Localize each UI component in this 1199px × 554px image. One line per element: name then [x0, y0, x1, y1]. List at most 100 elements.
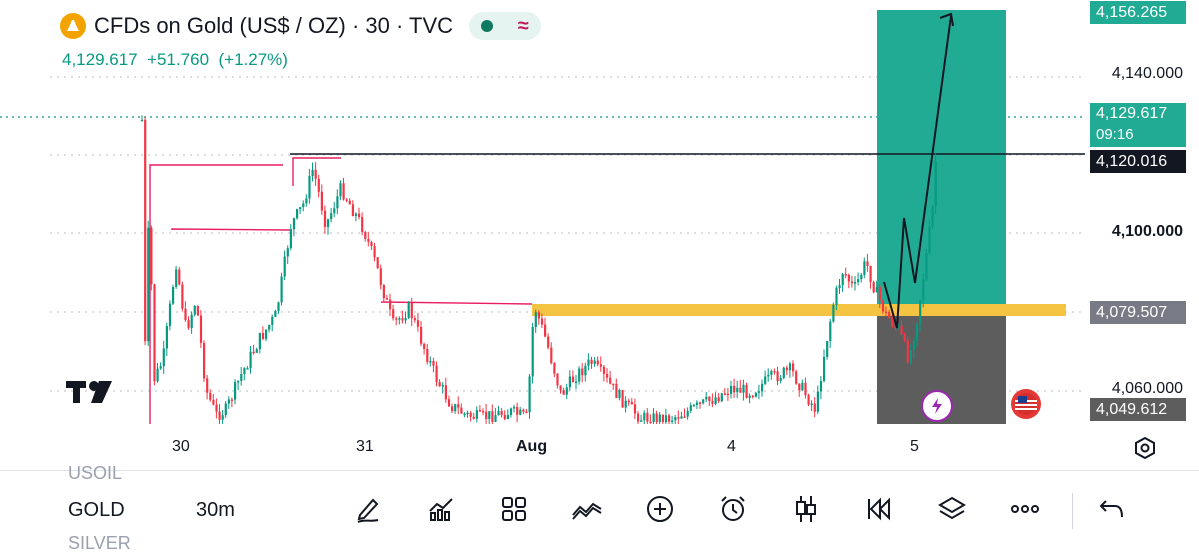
- candle-body: [491, 411, 494, 422]
- current-price-label[interactable]: 4,129.617 09:16: [1090, 103, 1186, 147]
- candle-body: [637, 413, 640, 422]
- candle-body: [878, 287, 881, 301]
- tradingview-logo: [66, 381, 112, 403]
- candle-body: [488, 411, 491, 420]
- candle-body: [503, 415, 506, 420]
- candle-body: [736, 387, 739, 393]
- candle-body: [934, 160, 937, 207]
- candle-body: [894, 325, 897, 328]
- candle-body: [897, 325, 900, 328]
- candle-body: [686, 410, 689, 417]
- candle-body: [159, 366, 162, 369]
- candle-body: [401, 318, 404, 321]
- candle-body: [426, 348, 429, 362]
- candle-body: [584, 365, 587, 376]
- pencil-icon[interactable]: [352, 493, 384, 525]
- candle-body: [705, 396, 708, 400]
- candle-body: [711, 400, 714, 404]
- timeframe-selector[interactable]: 30m: [196, 499, 235, 521]
- candle-body: [230, 399, 234, 401]
- market-status-pill[interactable]: ≈: [469, 12, 542, 40]
- candle-body: [441, 385, 444, 387]
- candle-body: [447, 399, 451, 407]
- candle-body: [376, 257, 379, 269]
- candle-body: [141, 119, 144, 122]
- candle-body: [438, 382, 441, 387]
- candle-body: [770, 370, 773, 375]
- candle-body: [680, 416, 683, 419]
- swing-high-lines[interactable]: [149, 157, 533, 424]
- candle-body: [881, 300, 885, 312]
- candle-body: [810, 403, 813, 406]
- bottom-toolbar: USOIL GOLD SILVER 30m: [0, 463, 1199, 553]
- grid-icon[interactable]: [498, 493, 530, 525]
- candle-body: [249, 351, 252, 369]
- candle-body: [919, 299, 922, 324]
- candle-body: [699, 402, 702, 404]
- candle-body: [823, 356, 826, 382]
- candle-body: [866, 261, 869, 266]
- entry-price-label[interactable]: 4,079.507: [1090, 301, 1186, 324]
- candle-body: [168, 303, 172, 327]
- candle-body: [553, 362, 556, 374]
- candle-body: [829, 321, 832, 342]
- candle-body: [317, 178, 320, 192]
- symbol-header[interactable]: CFDs on Gold (US$ / OZ) · 30 · TVC ≈: [60, 12, 542, 40]
- support-band[interactable]: [532, 304, 1066, 316]
- candle-body: [311, 169, 314, 177]
- candle-body: [885, 311, 888, 314]
- candle-body: [478, 410, 482, 412]
- candle-body: [801, 382, 804, 391]
- candle-body: [299, 207, 302, 210]
- candle-body: [345, 199, 348, 201]
- indicators-icon[interactable]: [571, 493, 603, 525]
- lightning-alert-button[interactable]: [921, 390, 953, 422]
- candle-body: [528, 376, 531, 413]
- candle-body: [612, 383, 615, 386]
- projection-arrow[interactable]: [883, 15, 952, 329]
- candle-body: [547, 336, 550, 348]
- candle-body: [854, 282, 857, 284]
- candle-body: [485, 411, 488, 420]
- us-flag-button[interactable]: [1011, 389, 1041, 419]
- delayed-data-icon: ≈: [517, 14, 529, 37]
- chart-line-icon[interactable]: [425, 493, 457, 525]
- symbol-prev[interactable]: USOIL: [68, 463, 123, 483]
- stop-price-label[interactable]: 4,049.612: [1090, 398, 1186, 421]
- candle-body: [513, 406, 516, 409]
- rewind-icon[interactable]: [863, 493, 895, 525]
- candle-body: [835, 288, 838, 305]
- candle-body: [857, 279, 860, 283]
- candle-body: [320, 191, 323, 211]
- candle-body: [463, 413, 466, 415]
- candle-body: [497, 411, 500, 416]
- candle-body: [519, 409, 522, 415]
- candle-body: [925, 253, 928, 280]
- target-price-label[interactable]: 4,156.265: [1090, 1, 1186, 24]
- undo-icon[interactable]: [1096, 493, 1128, 525]
- candle-body: [506, 414, 509, 420]
- candle-body: [668, 415, 671, 422]
- chart-settings-button[interactable]: [1133, 436, 1157, 460]
- candle-body: [757, 391, 761, 393]
- price-chart[interactable]: [0, 0, 1199, 470]
- resistance-price-label[interactable]: 4,120.016: [1090, 150, 1186, 173]
- candles-icon[interactable]: [790, 493, 822, 525]
- candle-body: [351, 204, 354, 217]
- gold-symbol-icon: [60, 13, 86, 39]
- time-tick: Aug: [516, 438, 548, 455]
- layers-icon[interactable]: [936, 493, 968, 525]
- candle-body: [844, 274, 847, 276]
- candle-body: [454, 404, 457, 412]
- more-icon[interactable]: [1009, 493, 1041, 525]
- candle-body: [655, 413, 658, 422]
- plus-circle-icon[interactable]: [644, 493, 676, 525]
- symbol-current[interactable]: GOLD: [68, 499, 125, 521]
- alarm-icon[interactable]: [717, 493, 749, 525]
- profit-zone[interactable]: [877, 10, 1006, 312]
- candle-body: [392, 309, 395, 319]
- candle-body: [289, 229, 292, 249]
- candle-body: [717, 397, 720, 402]
- symbol-next[interactable]: SILVER: [68, 533, 131, 553]
- candle-body: [296, 209, 299, 219]
